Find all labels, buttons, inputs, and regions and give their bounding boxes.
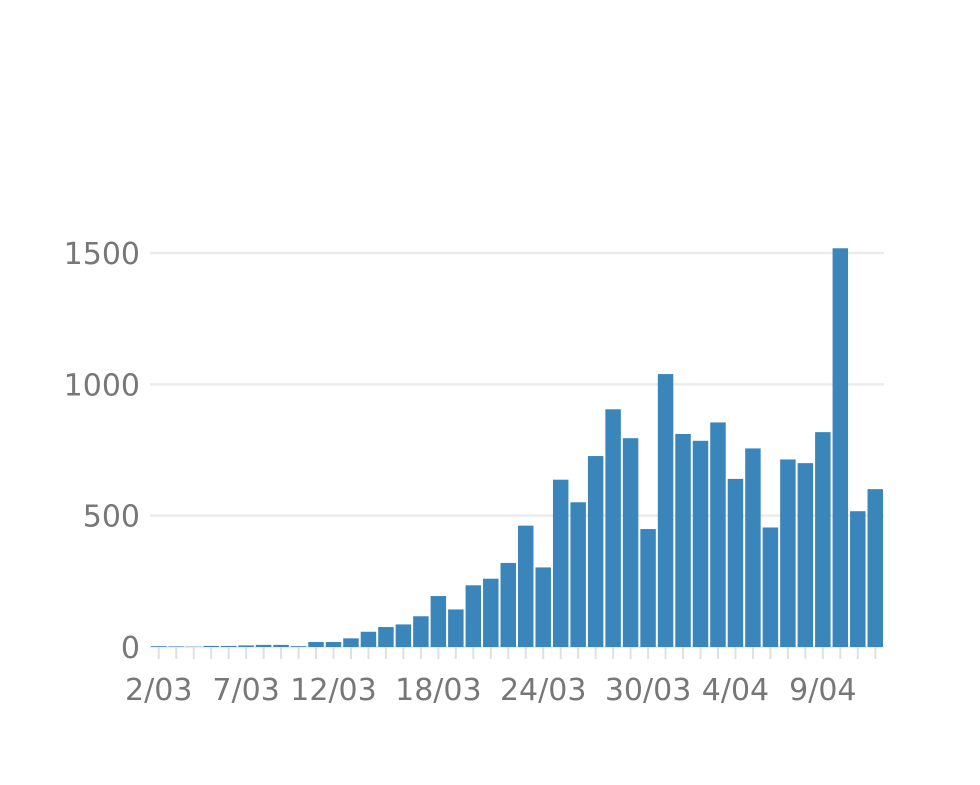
bar-22/03 bbox=[501, 563, 516, 647]
y-tick-label: 1500 bbox=[64, 237, 140, 272]
y-tick-label: 0 bbox=[121, 631, 140, 666]
bar-28/03 bbox=[605, 409, 620, 647]
bar-23/03 bbox=[518, 526, 533, 647]
x-axis-tick-labels: 2/03 7/03 12/03 18/03 24/03 30/03 4/04 9/04 bbox=[125, 673, 856, 708]
bar-30/03 bbox=[640, 529, 655, 647]
bar-9/03 bbox=[273, 645, 288, 647]
bar-29/03 bbox=[623, 438, 638, 647]
y-tick-label: 1000 bbox=[64, 368, 140, 403]
bar-5/04 bbox=[745, 448, 760, 647]
bar-24/03 bbox=[535, 567, 550, 647]
bar-2/04 bbox=[693, 441, 708, 647]
bar-6/03 bbox=[221, 646, 236, 647]
bar-31/03 bbox=[658, 374, 673, 647]
bar-18/03 bbox=[431, 596, 446, 647]
bar-25/03 bbox=[553, 480, 568, 647]
bar-19/03 bbox=[448, 609, 463, 647]
x-tick-label: 24/03 bbox=[500, 673, 586, 708]
x-tick-label: 7/03 bbox=[212, 673, 279, 708]
bars bbox=[151, 248, 883, 647]
bar-20/03 bbox=[466, 585, 481, 647]
bar-11/04 bbox=[850, 511, 865, 647]
y-axis-tick-labels: 0 500 1000 1500 bbox=[64, 237, 140, 666]
bar-5/03 bbox=[203, 646, 218, 647]
x-tick-label: 2/03 bbox=[125, 673, 192, 708]
bar-13/03 bbox=[343, 638, 358, 647]
bar-11/03 bbox=[308, 642, 323, 647]
bar-26/03 bbox=[570, 502, 585, 647]
bar-9/04 bbox=[815, 432, 830, 647]
x-minor-ticks bbox=[159, 647, 876, 659]
bar-14/03 bbox=[361, 632, 376, 647]
x-tick-label: 30/03 bbox=[605, 673, 691, 708]
bar-12/04 bbox=[868, 489, 883, 647]
x-tick-label: 9/04 bbox=[789, 673, 856, 708]
bar-15/03 bbox=[378, 627, 393, 647]
x-tick-label: 4/04 bbox=[702, 673, 769, 708]
bar-3/04 bbox=[710, 422, 725, 647]
bar-16/03 bbox=[396, 624, 411, 647]
bar-27/03 bbox=[588, 456, 603, 647]
bar-3/03 bbox=[168, 646, 183, 647]
bar-2/03 bbox=[151, 646, 166, 647]
bar-10/03 bbox=[291, 646, 306, 647]
x-tick-label: 18/03 bbox=[395, 673, 481, 708]
bar-7/04 bbox=[780, 459, 795, 647]
bar-7/03 bbox=[238, 645, 253, 647]
bar-8/04 bbox=[798, 463, 813, 647]
bar-21/03 bbox=[483, 579, 498, 647]
bar-10/04 bbox=[833, 248, 848, 647]
bar-1/04 bbox=[675, 434, 690, 647]
bar-12/03 bbox=[326, 642, 341, 647]
bar-8/03 bbox=[256, 645, 271, 647]
bar-6/04 bbox=[763, 527, 778, 647]
x-tick-label: 12/03 bbox=[290, 673, 376, 708]
y-tick-label: 500 bbox=[83, 500, 140, 535]
bar-4/04 bbox=[728, 479, 743, 647]
bar-17/03 bbox=[413, 616, 428, 647]
